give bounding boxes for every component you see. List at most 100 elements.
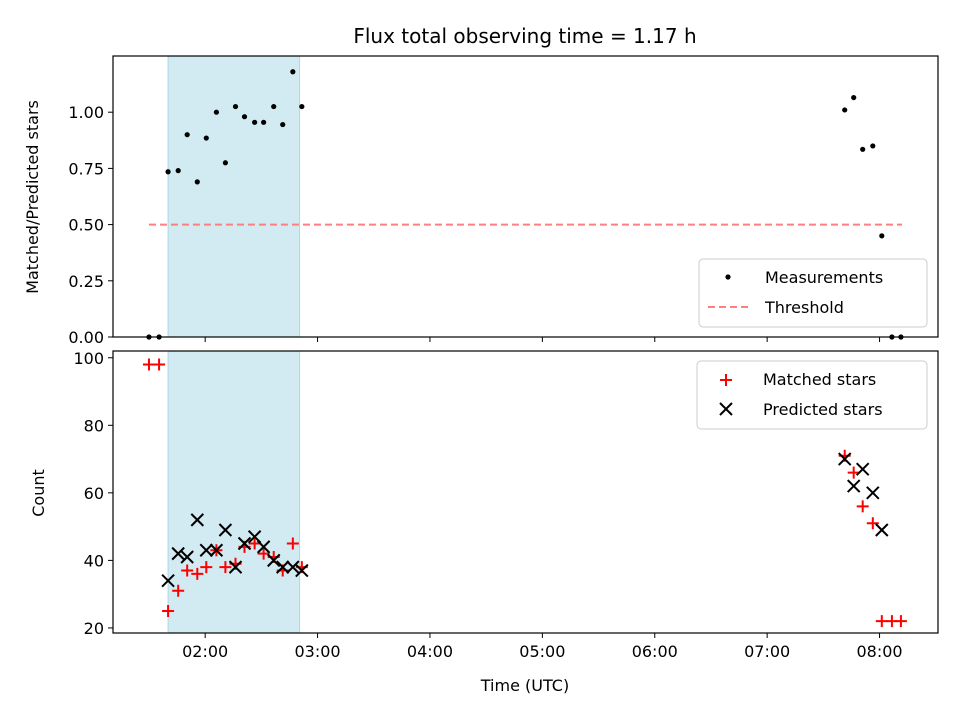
ratio-y-axis-label: Matched/Predicted stars [23, 100, 42, 294]
count-panel-frame [112, 350, 939, 634]
legend-predicted-marker [719, 402, 733, 416]
predicted-star-point [855, 462, 870, 476]
predicted-star-point [838, 452, 852, 466]
matched-star-point [875, 615, 888, 628]
ratio-panel: 0.00 0.25 0.50 0.75 1.00 Matched/Predicted s… [23, 55, 939, 347]
count-legend-box [696, 360, 928, 430]
predicted-star-point [276, 560, 290, 574]
measurement-point [860, 146, 866, 152]
legend-measurements-label: Measurements [765, 268, 883, 287]
predicted-star-point [199, 543, 213, 557]
observing-window-band [167, 350, 301, 634]
measurement-point [842, 107, 848, 113]
count-panel: 20 40 60 80 100 02:00 03:00 04:00 05:00 06:00 07:… [29, 349, 939, 695]
measurement-point [290, 69, 296, 75]
matched-star-point [866, 517, 879, 530]
matched-star-point [856, 500, 869, 513]
ratio-legend: Measurements Threshold [698, 258, 928, 328]
matched-star-point [191, 567, 204, 580]
x-tick-label: 05:00 [519, 642, 565, 661]
count-x-ticks: 02:00 03:00 04:00 05:00 06:00 07:00 08:00 [182, 633, 903, 661]
measurement-point [203, 135, 209, 141]
legend-threshold-label: Threshold [764, 298, 844, 317]
measurement-point [222, 160, 228, 166]
y-tick-label: 40 [84, 551, 104, 570]
observing-window-band [167, 55, 301, 338]
measurement-point [184, 132, 190, 138]
predicted-star-point [237, 536, 252, 551]
y-tick-label: 0.00 [68, 328, 104, 347]
x-tick-label: 03:00 [295, 642, 341, 661]
predicted-star-point [286, 560, 300, 574]
measurement-point [194, 179, 200, 185]
matched-star-point [248, 537, 261, 550]
matched-star-point [162, 605, 175, 618]
measurement-point [252, 119, 258, 125]
predicted-star-point [209, 543, 224, 557]
matched-star-point [847, 466, 860, 479]
y-tick-label: 20 [84, 619, 104, 638]
x-axis-label: Time (UTC) [480, 676, 569, 695]
predicted-star-point [267, 553, 281, 568]
predicted-star-point [875, 523, 889, 537]
y-tick-label: 0.75 [68, 159, 104, 178]
measurement-point [261, 119, 267, 125]
y-tick-label: 1.00 [68, 103, 104, 122]
y-tick-label: 60 [84, 484, 104, 503]
measurement-point [165, 169, 171, 175]
predicted-star-point [218, 523, 233, 537]
measurement-point [851, 94, 857, 101]
ratio-panel-frame [112, 55, 939, 338]
ratio-x-ticks [204, 337, 881, 342]
matched-star-point [181, 564, 194, 577]
matched-star-point [153, 358, 166, 371]
predicted-star-point [190, 513, 205, 527]
count-points [142, 358, 907, 628]
matched-star-point [894, 615, 907, 628]
predicted-star-point [295, 563, 309, 578]
count-y-ticks: 20 40 60 80 100 [73, 349, 113, 638]
predicted-star-point [256, 540, 271, 554]
measurement-point [271, 103, 277, 110]
measurement-point [213, 109, 220, 115]
measurement-point [241, 114, 248, 120]
measurement-point [280, 121, 286, 128]
predicted-star-point [171, 546, 185, 561]
observing-window-top [167, 55, 301, 338]
y-tick-label: 0.25 [68, 272, 104, 291]
legend-matched-marker [720, 374, 732, 386]
legend-predicted-label: Predicted stars [763, 400, 883, 419]
ratio-legend-box [698, 258, 928, 328]
predicted-star-point [161, 573, 175, 588]
matched-star-point [142, 358, 155, 371]
matched-star-point [286, 537, 299, 550]
measurement-point [299, 103, 305, 110]
y-tick-label: 80 [84, 416, 104, 435]
measurement-point [870, 143, 876, 149]
measurement-point [175, 168, 181, 174]
x-tick-label: 06:00 [632, 642, 678, 661]
matched-star-point [257, 547, 270, 560]
measurement-point [232, 103, 239, 110]
x-tick-label: 08:00 [856, 642, 902, 661]
x-tick-label: 04:00 [407, 642, 453, 661]
chart-title: Flux total observing time = 1.17 h [353, 24, 696, 48]
y-tick-label: 0.50 [68, 216, 104, 235]
x-tick-label: 02:00 [182, 642, 228, 661]
matched-star-point [200, 561, 213, 574]
y-tick-label: 100 [73, 349, 104, 368]
predicted-star-point [866, 486, 880, 500]
predicted-star-point [846, 479, 861, 493]
legend-matched-label: Matched stars [763, 370, 876, 389]
matched-star-point [172, 584, 185, 597]
measurement-point [879, 233, 885, 239]
ratio-y-ticks: 0.00 0.25 0.50 0.75 1.00 [68, 103, 113, 347]
legend-measurements-marker [725, 274, 731, 280]
observing-window-bottom [167, 350, 301, 634]
matched-star-point [219, 561, 232, 574]
predicted-star-point [180, 550, 194, 564]
x-tick-label: 07:00 [744, 642, 790, 661]
count-legend: Matched stars Predicted stars [696, 360, 928, 430]
predicted-star-point [228, 560, 243, 574]
